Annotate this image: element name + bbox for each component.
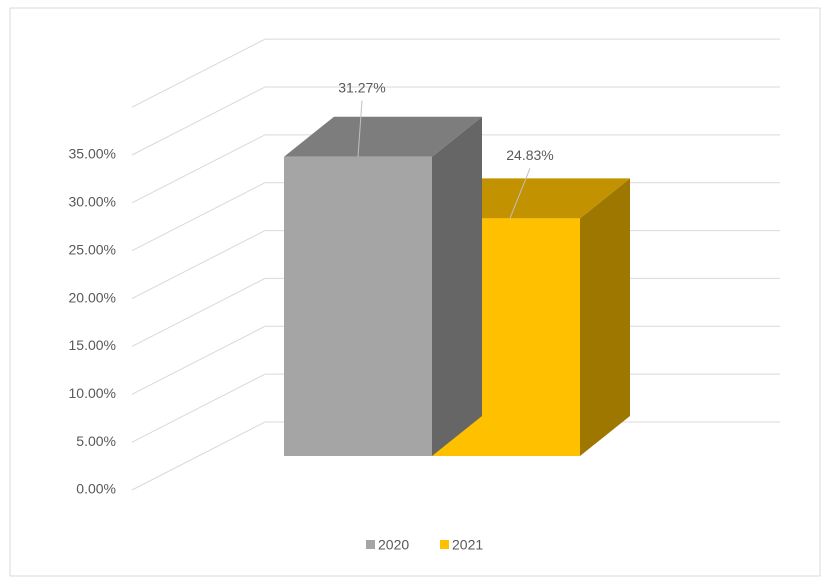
leader-line bbox=[509, 168, 531, 219]
leader-line bbox=[357, 100, 363, 157]
y-tick-label: 30.00% bbox=[69, 194, 116, 210]
legend-label: 2020 bbox=[378, 537, 409, 553]
bar-side bbox=[432, 116, 482, 457]
y-tick-label: 15.00% bbox=[69, 337, 116, 353]
y-tick-label: 25.00% bbox=[69, 241, 116, 257]
bar bbox=[284, 156, 432, 457]
y-tick-label: 20.00% bbox=[69, 289, 116, 305]
y-tick-label: 0.00% bbox=[76, 481, 116, 497]
grid-line bbox=[131, 38, 780, 108]
legend-label: 2021 bbox=[452, 537, 483, 553]
grid-line bbox=[131, 86, 780, 156]
y-tick-label: 10.00% bbox=[69, 385, 116, 401]
legend-swatch bbox=[366, 540, 375, 549]
bar-side bbox=[580, 178, 630, 456]
y-tick-label: 5.00% bbox=[76, 433, 116, 449]
legend-swatch bbox=[440, 540, 449, 549]
data-label: 31.27% bbox=[338, 79, 385, 95]
y-tick-label: 35.00% bbox=[69, 146, 116, 162]
grid-line bbox=[131, 134, 780, 204]
data-label: 24.83% bbox=[506, 147, 553, 163]
bar-top bbox=[284, 116, 482, 157]
